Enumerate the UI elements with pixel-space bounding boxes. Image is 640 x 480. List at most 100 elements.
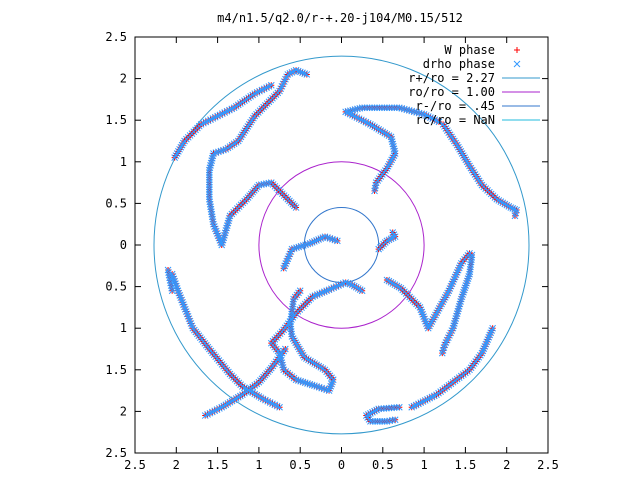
series-1-arm-3-point-2 (387, 278, 395, 286)
series-1-arm-9-point-5 (167, 279, 174, 287)
series-1-arm-3-point-3 (389, 280, 397, 287)
series-1-arm-3-point-70 (466, 270, 473, 278)
series-1-arm-0-point-60 (378, 104, 386, 112)
series-1-arm-3-point-88 (453, 312, 460, 320)
series-1-arm-6-point-112 (287, 323, 294, 330)
series-1-arm-1-point-37 (493, 195, 501, 203)
x-tick-label-6: 0.5 (372, 458, 394, 472)
series-1-arm-6-point-1 (356, 286, 364, 293)
series-1-arm-8-point-12 (179, 298, 186, 306)
series-1-arm-0-point-79 (424, 113, 432, 120)
series-1-arm-10-point-43 (221, 229, 229, 237)
y-tick-label-1: 2 (120, 404, 127, 418)
circle-0 (153, 55, 530, 435)
series-1-arm-4-point-3 (486, 331, 494, 339)
series-1-arm-5-point-11 (369, 408, 376, 416)
series-1-arm-5-point-22 (378, 418, 386, 425)
series-1-arm-6-point-65 (295, 377, 302, 384)
series-1-arm-5-point-19 (371, 418, 379, 425)
series-1-arm-8-point-14 (181, 303, 188, 311)
series-1-arm-1-point-40 (499, 199, 507, 207)
series-1-arm-2-point-11 (389, 229, 397, 236)
x-tick-label-1: 2 (173, 458, 180, 472)
series-1-arm-5-point-1 (393, 404, 401, 411)
series-1-arm-2-point-5 (383, 237, 391, 245)
series-1-arm-6-point-3 (352, 283, 360, 291)
x-tick-label-9: 2 (503, 458, 510, 472)
x-tick-label-7: 1 (420, 458, 427, 472)
series-1-arm-8-point-8 (175, 289, 183, 297)
series-1-arm-5-point-0 (395, 403, 403, 411)
series-1-arm-10-point-70 (205, 188, 213, 196)
legend-swatch-1 (513, 60, 521, 68)
series-1-arm-10-point-73 (205, 181, 213, 189)
series-1-arm-10-point-51 (215, 234, 223, 242)
series-1-arm-10-point-74 (205, 178, 213, 186)
series-1-arm-0-point-78 (422, 112, 430, 119)
series-1-arm-3-point-6 (395, 283, 403, 291)
x-tick-label-8: 1.5 (455, 458, 477, 472)
series-1-arm-6-point-71 (308, 381, 316, 389)
series-1-arm-11-point-16 (297, 242, 305, 250)
series-1-arm-3-point-81 (457, 295, 465, 303)
y-tick-label-8: 1.5 (105, 113, 127, 127)
legend-label-5: rc/ro = NaN (416, 113, 495, 127)
legend-marker-0 (514, 47, 520, 53)
series-1-arm-4-point-2 (487, 329, 495, 337)
y-tick-label-3: 1 (120, 321, 127, 335)
series-1-arm-6-point-78 (325, 387, 333, 394)
series-1-arm-10-point-76 (205, 174, 213, 181)
series-1-arm-10-point-130 (284, 71, 292, 78)
series-1-arm-6-point-127 (296, 287, 304, 295)
legend-label-3: ro/ro = 1.00 (408, 85, 495, 99)
series-1-arm-4-point-8 (481, 342, 489, 350)
series-1-arm-4-point-0 (489, 324, 497, 332)
series-1-arm-0-point-59 (376, 104, 383, 112)
x-tick-label-3: 1 (255, 458, 262, 472)
series-1-arm-10-point-49 (217, 239, 225, 247)
series-1-arm-10-point-69 (205, 191, 213, 198)
x-tick-label-5: 0 (338, 458, 345, 472)
legend-swatch-0 (514, 47, 520, 53)
series-1-arm-1-point-38 (495, 197, 503, 204)
circle-1 (258, 161, 425, 329)
series-1-arm-1-point-43 (505, 203, 513, 210)
series-1-arm-11-point-10 (311, 238, 318, 245)
series-1-arm-3-point-82 (457, 298, 464, 305)
series-1-arm-10-point-52 (214, 232, 222, 240)
series-1-arm-10-point-68 (205, 193, 213, 201)
series-1-arm-1-point-42 (503, 201, 511, 209)
legend-marker-1 (513, 60, 521, 68)
series-1-arm-0-point-81 (429, 115, 436, 123)
series-1-arm-3-point-86 (454, 307, 462, 315)
series-1-arm-3-point-5 (393, 282, 401, 290)
series-1-arm-3-point-87 (453, 310, 461, 317)
series-1-arm-3-point-89 (452, 315, 460, 322)
series-1-arm-3-point-24 (422, 317, 429, 325)
series-1-arm-3-point-76 (461, 284, 469, 292)
series-1-arm-10-point-40 (223, 222, 231, 229)
series-1-arm-10-point-53 (213, 230, 221, 237)
series-1-arm-10-point-135 (294, 67, 302, 75)
series-1-arm-0-point-82 (431, 116, 439, 124)
series-1-arm-9-point-3 (166, 274, 173, 282)
series-1-arm-8-point-71 (276, 403, 283, 411)
series-1-arm-10-point-38 (225, 217, 232, 225)
series-1-arm-9-point-7 (168, 284, 176, 292)
series-1-arm-3-point-0 (383, 276, 391, 284)
series-1-arm-0-point-56 (368, 104, 376, 112)
series-1-arm-3-point-73 (463, 277, 471, 285)
series-1-arm-4-point-4 (485, 333, 493, 341)
series-1-arm-9-point-6 (167, 282, 175, 289)
series-1-arm-8-point-11 (178, 296, 185, 304)
series-1-arm-5-point-5 (383, 404, 390, 412)
series-1-arm-8-point-7 (174, 287, 182, 295)
series-1-arm-3-point-18 (416, 304, 424, 311)
series-1-arm-5-point-10 (371, 407, 378, 415)
series-1-arm-4-point-7 (482, 340, 490, 348)
series-1-arm-6-point-66 (297, 377, 305, 385)
series-1-arm-1-point-39 (497, 198, 505, 205)
series-1-arm-0-point-70 (403, 106, 411, 114)
series-1-arm-5-point-4 (385, 404, 393, 412)
series-1-arm-8-point-13 (180, 301, 187, 308)
